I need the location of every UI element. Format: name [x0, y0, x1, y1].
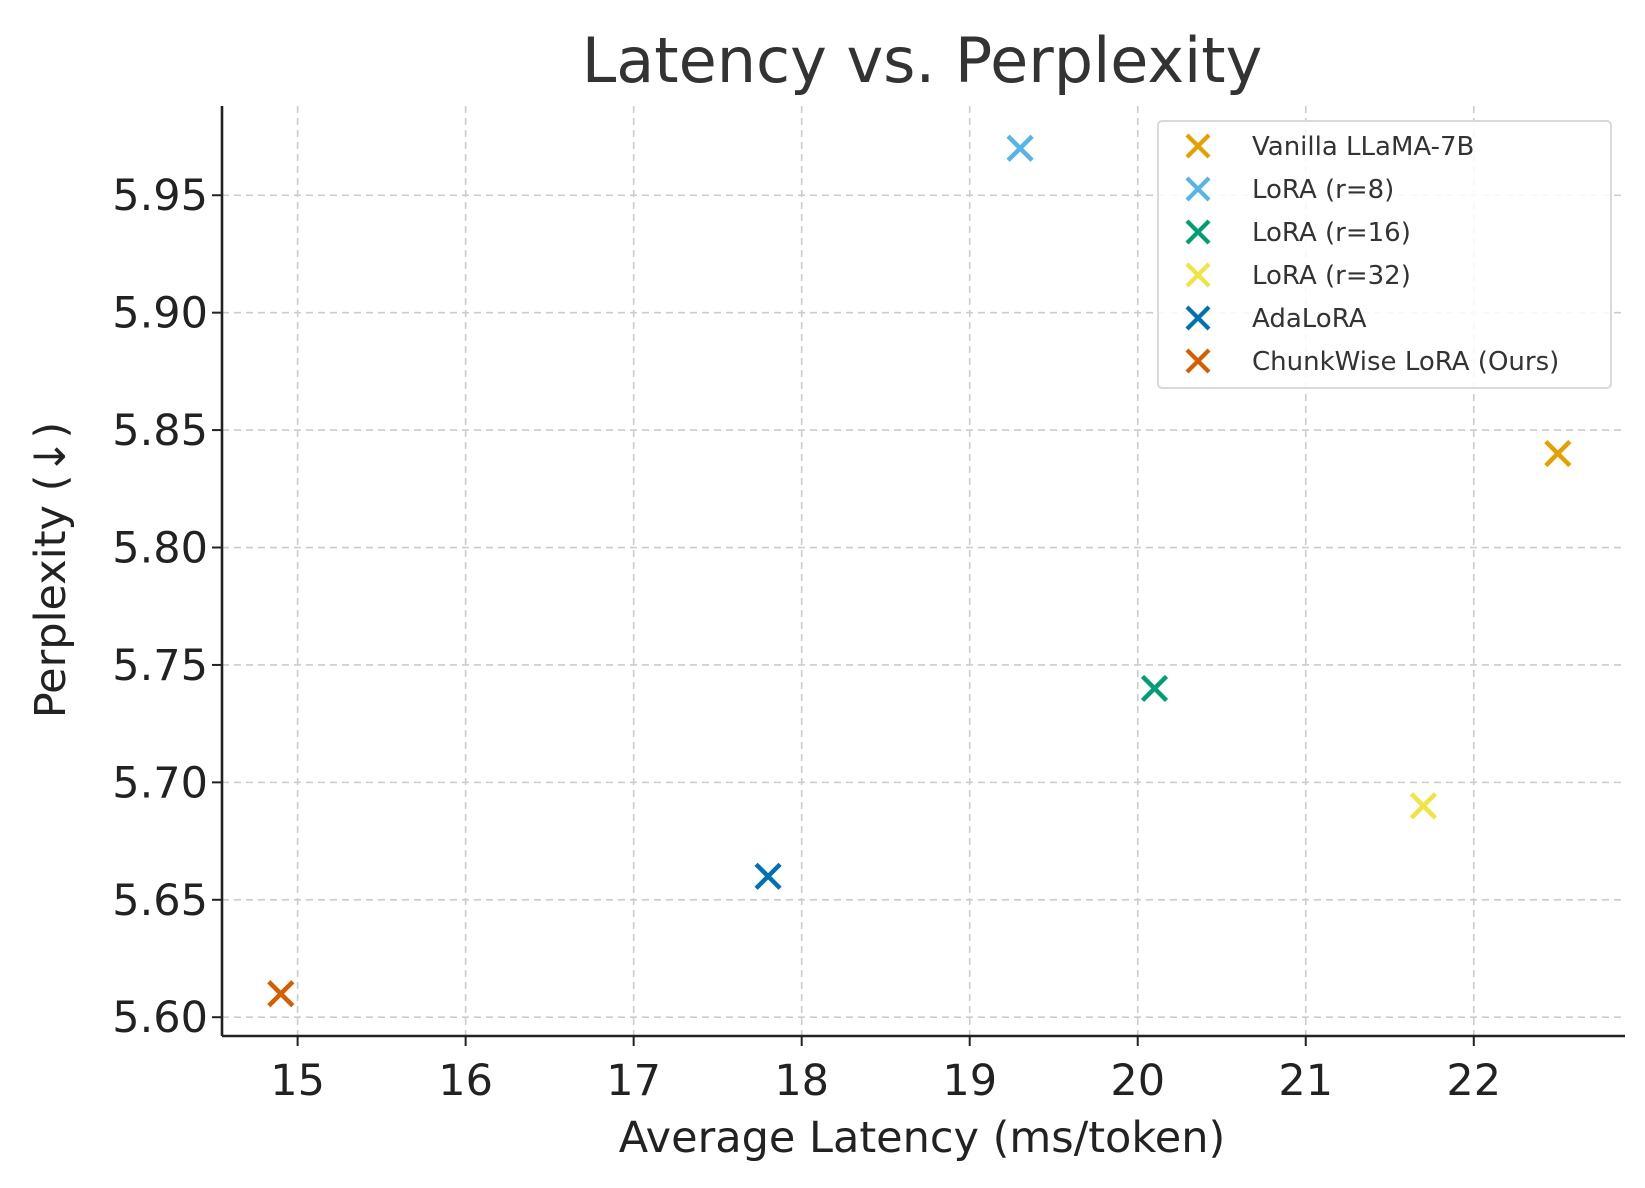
x-tick-label: 16: [438, 1056, 493, 1106]
legend-marker: [1185, 348, 1211, 374]
data-point: [1140, 674, 1169, 703]
y-tick-label: 5.90: [112, 289, 208, 339]
chart-title: Latency vs. Perplexity: [582, 24, 1263, 97]
x-tick-label: 17: [606, 1056, 661, 1106]
x-tick-label: 15: [270, 1056, 325, 1106]
legend-marker: [1185, 133, 1211, 159]
y-tick-label: 5.85: [112, 406, 208, 456]
y-axis-ticks: 5.60 5.65 5.70 5.75 5.80 5.85 5.90 5.95: [112, 171, 222, 1043]
data-point: [1006, 134, 1034, 162]
legend-label: ChunkWise LoRA (Ours): [1252, 347, 1559, 377]
x-tick-label: 21: [1278, 1056, 1333, 1106]
legend-box: [1157, 120, 1612, 389]
data-point: [754, 862, 782, 890]
y-tick-label: 5.75: [112, 641, 208, 691]
x-tick-label: 18: [774, 1056, 829, 1106]
legend: Vanilla LLaMA-7B LoRA (r=8) LoRA (r=16) LoR…: [1157, 120, 1612, 389]
legend-label: AdaLoRA: [1252, 304, 1367, 334]
legend-marker: [1185, 176, 1211, 202]
data-point: [1544, 439, 1572, 468]
y-tick-label: 5.65: [112, 876, 208, 926]
y-axis-label: Perplexity (↓): [26, 422, 76, 718]
y-tick-label: 5.80: [112, 524, 208, 574]
data-point: [1409, 792, 1437, 820]
data-points: [267, 134, 1572, 1008]
y-tick-label: 5.60: [112, 993, 208, 1043]
legend-label: LoRA (r=16): [1252, 218, 1411, 248]
legend-label: LoRA (r=8): [1252, 175, 1394, 205]
legend-marker: [1185, 305, 1211, 331]
x-axis-ticks: 15 16 17 18 19 20 21 22: [270, 1036, 1501, 1106]
x-tick-label: 22: [1446, 1056, 1501, 1106]
y-tick-label: 5.70: [112, 758, 208, 808]
x-axis-label: Average Latency (ms/token): [619, 1113, 1225, 1163]
legend-label: Vanilla LLaMA-7B: [1252, 132, 1474, 162]
x-tick-label: 20: [1110, 1056, 1165, 1106]
data-point: [267, 980, 295, 1008]
y-tick-label: 5.95: [112, 171, 208, 221]
legend-marker: [1185, 262, 1211, 288]
grid-lines: [222, 106, 1625, 1036]
legend-marker: [1185, 219, 1211, 245]
x-tick-label: 19: [942, 1056, 997, 1106]
legend-label: LoRA (r=32): [1252, 261, 1411, 291]
axes: [220, 106, 1625, 1038]
